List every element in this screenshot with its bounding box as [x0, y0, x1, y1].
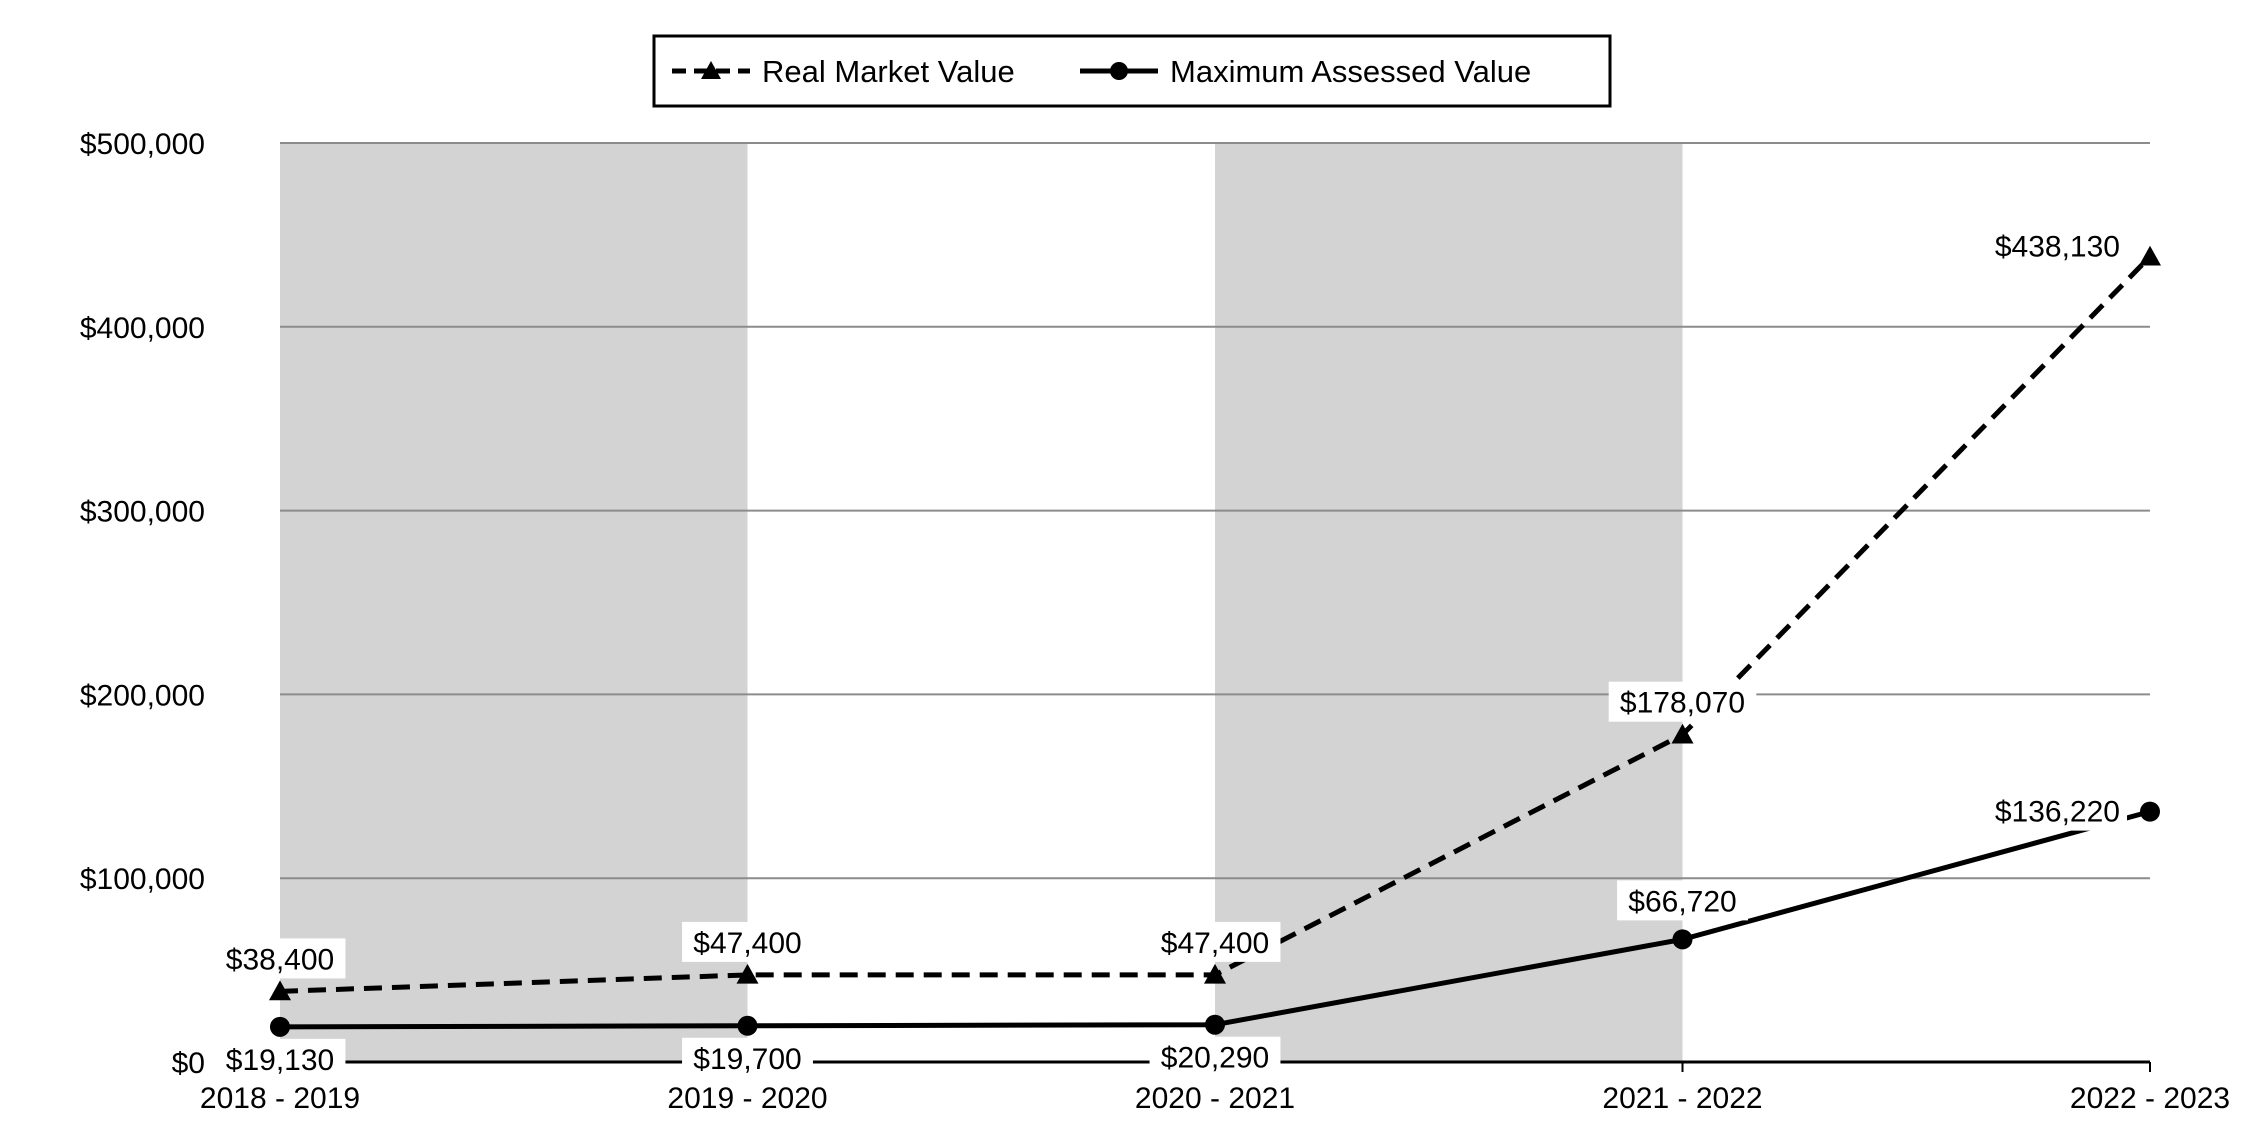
data-label-s1-2-bg [1149, 1036, 1281, 1077]
data-label-s1-3: $66,720 [1628, 885, 1736, 918]
axes: $0 $100,000 $200,000 $300,000 $400,000 $500,0… [80, 128, 2230, 1115]
x-tick-label-0: 2018 - 2019 [200, 1082, 360, 1115]
legend-label-0: Real Market Value [762, 54, 1015, 89]
data-label-s0-4-group: $438,130 [1979, 225, 2127, 266]
x-tick-label-2: 2020 - 2021 [1135, 1082, 1295, 1115]
series-1-marker-2 [1205, 1014, 1225, 1035]
legend-label-1: Maximum Assessed Value [1170, 54, 1531, 89]
x-tick-label-1: 2019 - 2020 [667, 1082, 827, 1115]
data-label-s0-0-bg [214, 938, 346, 979]
legend: Real Market Value Maximum Assessed Value [652, 34, 1612, 108]
data-label-s0-1-group: $47,400 [682, 921, 813, 962]
series-1-marker-4 [2140, 801, 2160, 822]
data-label-s1-2: $20,290 [1161, 1042, 1269, 1075]
data-label-s0-4-bg [1979, 225, 2127, 266]
data-labels: $38,400 $47,400 $47,400 $178,070 $438,130 $19… [214, 225, 2127, 1079]
data-label-s0-3: $178,070 [1620, 687, 1745, 720]
y-tick-label-0: $0 [172, 1047, 205, 1080]
shaded-band-2 [1215, 143, 1683, 1062]
data-label-s0-0: $38,400 [226, 943, 334, 976]
data-label-s1-1-bg [682, 1037, 813, 1078]
data-label-s1-1-group: $19,700 [682, 1037, 813, 1078]
data-label-s0-2: $47,400 [1161, 927, 1269, 960]
data-label-s1-4: $136,220 [1995, 796, 2120, 829]
data-label-s1-0-bg [214, 1038, 346, 1079]
y-tick-label-4: $400,000 [80, 312, 205, 345]
series-0-marker-4 [2139, 245, 2161, 266]
data-label-s1-3-bg [1617, 880, 1748, 921]
legend-marker-0 [701, 61, 721, 79]
legend-marker-1 [1110, 62, 1128, 80]
data-label-s0-1: $47,400 [693, 927, 801, 960]
series-1-marker-1 [737, 1015, 758, 1036]
y-tick-label-2: $200,000 [80, 679, 205, 712]
series-1-marker-3 [1672, 929, 1693, 950]
data-label-s0-1-bg [682, 921, 813, 962]
y-tick-label-3: $300,000 [80, 496, 205, 529]
data-label-s1-2-group: $20,290 [1149, 1036, 1281, 1077]
data-label-s0-0-group: $38,400 [214, 938, 346, 979]
legend-box [652, 34, 1612, 108]
data-label-s0-4: $438,130 [1995, 231, 2120, 264]
x-tick-label-4: 2022 - 2023 [2070, 1082, 2230, 1115]
data-label-s0-2-bg [1149, 921, 1281, 962]
series-0-marker-0 [269, 980, 291, 1001]
data-label-s1-4-bg [1979, 790, 2127, 831]
series-0-marker-3 [1671, 723, 1694, 744]
x-tick-label-3: 2021 - 2022 [1602, 1082, 1762, 1115]
y-tick-label-5: $500,000 [80, 128, 205, 161]
shaded-band-0 [280, 143, 748, 1062]
data-label-s1-1: $19,700 [693, 1043, 801, 1076]
series-lines [269, 245, 2161, 1037]
y-tick-label-1: $100,000 [80, 863, 205, 896]
data-label-s1-3-group: $66,720 [1617, 880, 1748, 921]
data-label-s1-4-group: $136,220 [1979, 790, 2127, 831]
series-0-marker-1 [736, 963, 759, 984]
grid-lines [280, 142, 2150, 880]
data-label-s0-3-bg [1608, 681, 1757, 722]
series-1-marker-0 [270, 1016, 290, 1037]
data-label-s1-0-group: $19,130 [214, 1038, 346, 1079]
data-label-s0-2-group: $47,400 [1149, 921, 1281, 962]
series-0-marker-2 [1204, 963, 1226, 984]
shaded-bands [280, 143, 1683, 1062]
data-label-s1-0: $19,130 [226, 1044, 334, 1077]
data-label-s0-3-group: $178,070 [1608, 681, 1757, 722]
